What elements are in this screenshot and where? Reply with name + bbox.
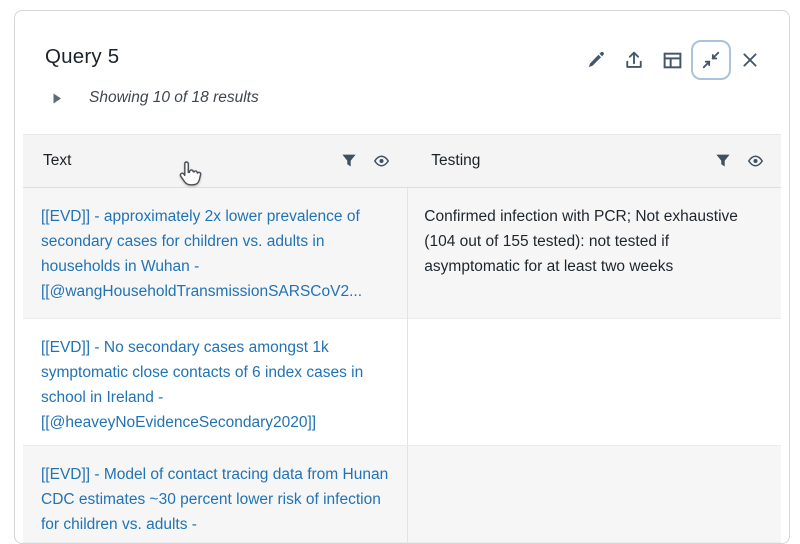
page-title: Query 5 (45, 45, 120, 68)
column-label: Text (43, 152, 72, 169)
close-icon[interactable] (739, 49, 761, 71)
filter-icon[interactable] (341, 153, 357, 169)
table-row-3-text-cell[interactable]: [[EVD]] - Model of contact tracing data … (23, 446, 408, 543)
eye-icon[interactable] (372, 153, 391, 169)
column-label: Testing (431, 152, 481, 169)
table-row-1-text-cell[interactable]: [[EVD]] - approximately 2x lower prevale… (23, 188, 408, 319)
export-upload-icon[interactable] (623, 49, 645, 71)
query-panel: Query 5 (14, 10, 790, 544)
table-row-2-testing-cell[interactable] (407, 319, 781, 446)
results-summary: Showing 10 of 18 results (51, 89, 259, 107)
results-summary-text: Showing 10 of 18 results (89, 89, 259, 106)
edit-pencil-icon[interactable] (585, 49, 607, 71)
filter-icon[interactable] (715, 153, 731, 169)
caret-right-icon[interactable] (51, 92, 63, 105)
minimize-collapse-button[interactable] (691, 40, 731, 80)
table-row-1-testing-cell[interactable]: Confirmed infection with PCR; Not exhaus… (407, 188, 781, 319)
eye-icon[interactable] (746, 153, 765, 169)
column-header-text[interactable]: Text (23, 134, 408, 188)
column-header-testing[interactable]: Testing (407, 134, 781, 188)
toolbar (585, 39, 761, 81)
results-table: Text Testing (23, 134, 781, 543)
table-row-3-testing-cell[interactable] (407, 446, 781, 543)
table-layout-icon[interactable] (661, 49, 683, 71)
table-row-2-text-cell[interactable]: [[EVD]] - No secondary cases amongst 1k … (23, 319, 408, 446)
